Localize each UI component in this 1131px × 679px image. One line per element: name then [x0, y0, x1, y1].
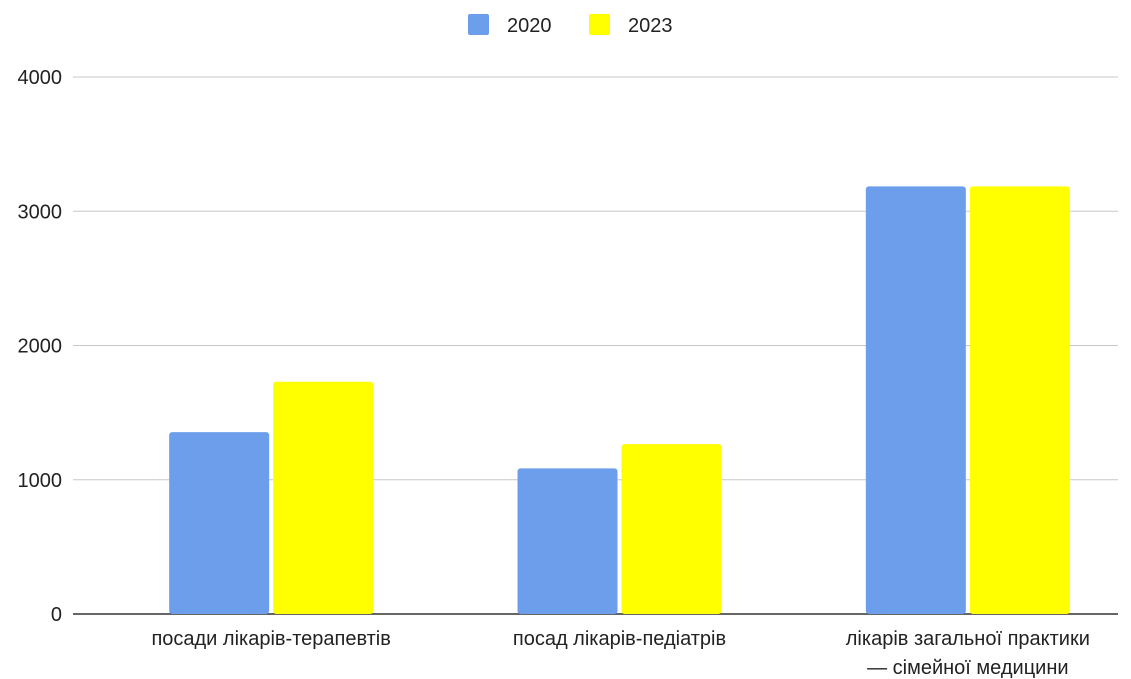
bar-2023-0 — [273, 381, 374, 614]
legend-label: 2020 — [507, 15, 552, 37]
bar-2020-0 — [169, 432, 270, 614]
legend: 2020 2023 — [468, 14, 673, 37]
bars — [169, 186, 1070, 614]
legend-label: 2023 — [628, 15, 673, 37]
bar-2023-1 — [621, 444, 722, 614]
y-tick-label: 3000 — [18, 201, 63, 223]
y-tick-label: 0 — [51, 604, 62, 626]
y-axis-ticks: 0 1000 2000 3000 4000 — [18, 67, 63, 626]
y-tick-label: 2000 — [18, 336, 63, 358]
legend-swatch-2023 — [589, 14, 610, 35]
x-category-label: посади лікарів-терапевтів — [151, 628, 390, 650]
x-category-label: — сімейної медицини — [867, 657, 1068, 679]
x-axis-labels: посади лікарів-терапевтів посад лікарів-п… — [151, 628, 1089, 679]
y-tick-label: 1000 — [18, 470, 63, 492]
bar-2020-1 — [517, 468, 618, 614]
legend-swatch-2020 — [468, 14, 489, 35]
bar-2023-2 — [969, 186, 1070, 614]
y-tick-label: 4000 — [18, 67, 63, 89]
bar-2020-2 — [865, 186, 966, 614]
x-category-label: лікарів загальної практики — [846, 628, 1090, 650]
x-category-label: посад лікарів-педіатрів — [513, 628, 726, 650]
